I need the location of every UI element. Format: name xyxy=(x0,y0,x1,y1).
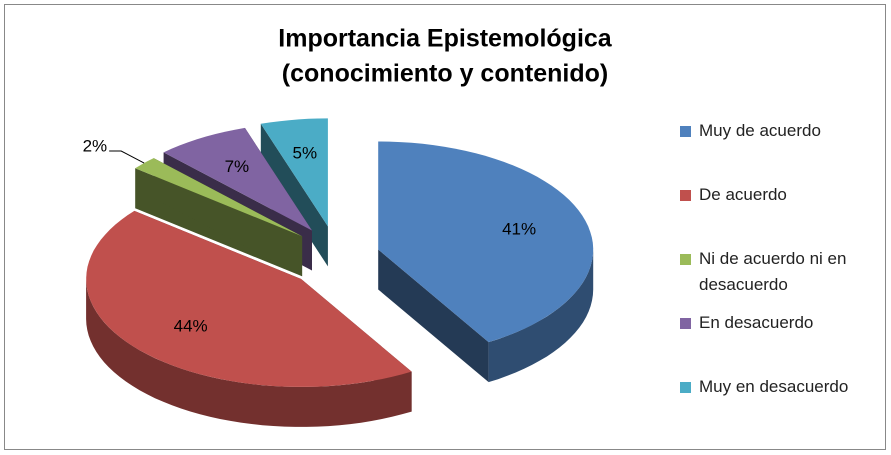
slice-wall xyxy=(488,249,594,383)
leader-line xyxy=(109,150,145,164)
legend-entry: En desacuerdo xyxy=(680,310,875,374)
legend-swatch xyxy=(680,126,691,137)
legend-entry: Ni de acuerdo ni en desacuerdo xyxy=(680,246,875,310)
legend: Muy de acuerdo De acuerdo Ni de acuerdo ni… xyxy=(680,118,875,438)
legend-label: Muy de acuerdo xyxy=(699,121,821,140)
data-label: 2% xyxy=(83,136,108,155)
legend-swatch xyxy=(680,318,691,329)
data-label: 7% xyxy=(225,157,250,176)
legend-label: Muy en desacuerdo xyxy=(699,377,849,396)
slice-wall xyxy=(86,279,412,427)
slice xyxy=(378,141,594,343)
legend-swatch xyxy=(680,382,691,393)
legend-swatch xyxy=(680,190,691,201)
legend-entry: Muy de acuerdo xyxy=(680,118,875,182)
legend-label: En desacuerdo xyxy=(699,313,814,332)
legend-swatch xyxy=(680,254,691,265)
data-label: 41% xyxy=(502,219,536,238)
slice xyxy=(135,158,303,237)
legend-label: Ni de acuerdo ni en desacuerdo xyxy=(699,249,847,294)
data-label: 44% xyxy=(174,317,208,336)
legend-entry: Muy en desacuerdo xyxy=(680,374,875,438)
data-label: 5% xyxy=(293,143,318,162)
slice xyxy=(260,118,328,227)
legend-entry: De acuerdo xyxy=(680,182,875,246)
slice-side xyxy=(378,249,489,383)
slice xyxy=(163,127,312,231)
chart-title: (conocimiento y contenido) xyxy=(282,60,608,88)
legend-label: De acuerdo xyxy=(699,185,787,204)
chart-title: Importancia Epistemológica xyxy=(278,25,613,53)
slice xyxy=(86,210,412,387)
